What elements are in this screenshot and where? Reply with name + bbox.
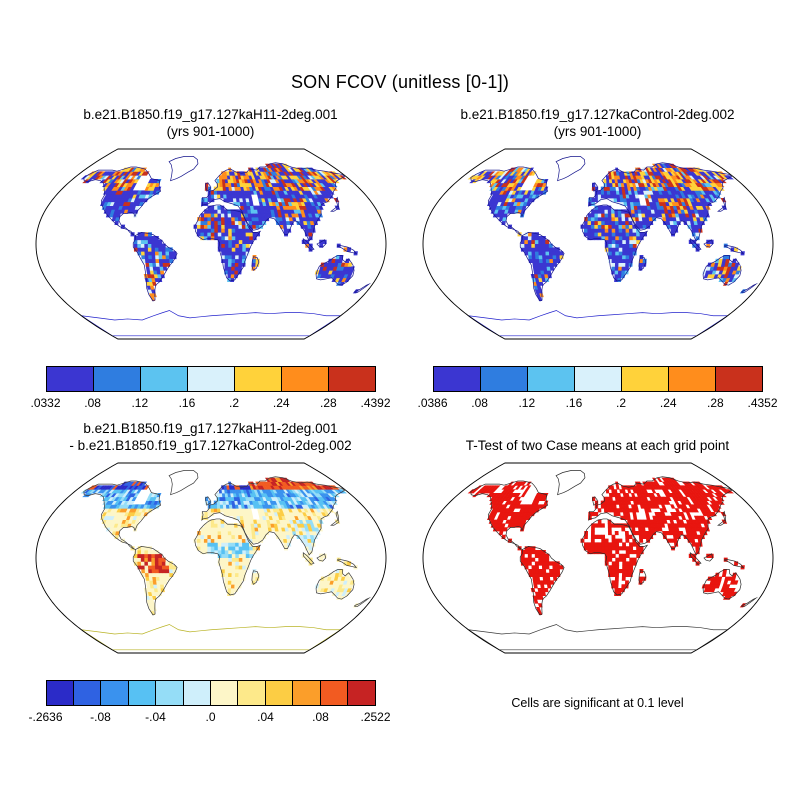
colorbar-segment	[101, 681, 129, 705]
colorbar-segment	[140, 367, 188, 391]
colorbar-segment	[128, 681, 157, 705]
colorbar-segment	[93, 367, 141, 391]
map-case2	[419, 146, 776, 342]
colorbar-labels: -.2636 -.08 -.04 .0 .04 .08 .2522	[28, 710, 390, 726]
colorbar-tick-label: .2522	[360, 710, 391, 724]
colorbar-segment	[187, 367, 235, 391]
ttest-caption-zone: Cells are significant at 0.1 level	[433, 696, 763, 744]
colorbar-difference: -.2636 -.08 -.04 .0 .04 .08 .2522	[28, 680, 391, 728]
colorbar-segment	[183, 681, 212, 705]
colorbar-tick-label: .28	[707, 396, 724, 410]
panel-case1-title: b.e21.B1850.f19_g17.127kaH11-2deg.001 (y…	[28, 104, 393, 140]
colorbar-tick-label: .4392	[360, 396, 391, 410]
colorbar-segment	[46, 367, 94, 391]
colorbar-tick-label: .08	[312, 710, 329, 724]
colorbar-tick-label: -.08	[90, 710, 111, 724]
colorbar-segment	[46, 681, 74, 705]
panel-case2-title: b.e21.B1850.f19_g17.127kaControl-2deg.00…	[415, 104, 780, 140]
panel-title-line1: b.e21.B1850.f19_g17.127kaH11-2deg.001	[83, 421, 338, 436]
colorbar-tick-label: .12	[518, 396, 536, 410]
colorbar-segment	[234, 367, 282, 391]
colorbar-segment	[293, 681, 321, 705]
colorbar-tick-label: .28	[320, 396, 337, 410]
colorbar-labels: .0332 .08 .12 .16 .2 .24 .28 .4392	[30, 396, 390, 412]
colorbar-tick-label: .4352	[747, 396, 778, 410]
map-ttest	[419, 460, 776, 656]
panel-title-line2: T-Test of two Case means at each grid po…	[465, 438, 730, 453]
colorbar-tick-label: .16	[565, 396, 583, 410]
colorbar-segment	[211, 681, 239, 705]
colorbar-segment	[668, 367, 716, 391]
colorbar-tick-label: .24	[659, 396, 677, 410]
colorbar-segment	[156, 681, 184, 705]
colorbar-tick-label: .2	[229, 396, 240, 410]
colorbar	[45, 366, 376, 392]
colorbar-labels: .0386 .08 .12 .16 .2 .24 .28 .4352	[417, 396, 777, 412]
colorbar-segment	[715, 367, 762, 391]
panel-case2: b.e21.B1850.f19_g17.127kaControl-2deg.00…	[415, 104, 780, 414]
colorbar-segment	[73, 681, 102, 705]
colorbar-tick-label: .16	[178, 396, 196, 410]
colorbar-segment	[574, 367, 622, 391]
colorbar-tick-label: .04	[257, 710, 274, 724]
panel-ttest-title: T-Test of two Case means at each grid po…	[415, 418, 780, 454]
colorbar-case2: .0386 .08 .12 .16 .2 .24 .28 .4352	[417, 366, 778, 414]
panel-ttest: T-Test of two Case means at each grid po…	[415, 418, 780, 744]
colorbar-tick-label: .0386	[417, 396, 448, 410]
colorbar-segment	[480, 367, 528, 391]
colorbar-segment	[433, 367, 481, 391]
panel-title-line2: - b.e21.B1850.f19_g17.127kaControl-2deg.…	[69, 438, 352, 453]
panel-difference: b.e21.B1850.f19_g17.127kaH11-2deg.001 - …	[28, 418, 393, 728]
panel-difference-title: b.e21.B1850.f19_g17.127kaH11-2deg.001 - …	[28, 418, 393, 454]
colorbar-tick-label: -.2636	[28, 710, 63, 724]
colorbar-case1: .0332 .08 .12 .16 .2 .24 .28 .4392	[30, 366, 391, 414]
colorbar-segment	[527, 367, 575, 391]
colorbar-tick-label: -.04	[145, 710, 166, 724]
colorbar-segment	[621, 367, 669, 391]
colorbar-tick-label: .0332	[30, 396, 61, 410]
figure-title: SON FCOV (unitless [0-1])	[290, 72, 510, 92]
colorbar	[432, 366, 763, 392]
colorbar-segment	[265, 681, 294, 705]
colorbar	[45, 680, 376, 706]
colorbar-segment	[238, 681, 266, 705]
map-difference	[32, 460, 389, 656]
colorbar-tick-label: .24	[272, 396, 290, 410]
colorbar-segment	[281, 367, 329, 391]
panel-title-line1: b.e21.B1850.f19_g17.127kaControl-2deg.00…	[460, 107, 735, 122]
colorbar-tick-label: .08	[84, 396, 101, 410]
colorbar-tick-label: .2	[616, 396, 627, 410]
map-case1	[32, 146, 389, 342]
colorbar-tick-label: .0	[205, 710, 216, 724]
panel-title-line2: (yrs 901-1000)	[166, 124, 255, 139]
colorbar-segment	[328, 367, 375, 391]
colorbar-segment	[348, 681, 375, 705]
colorbar-segment	[320, 681, 349, 705]
panel-title-line1: b.e21.B1850.f19_g17.127kaH11-2deg.001	[83, 107, 338, 122]
colorbar-tick-label: .08	[471, 396, 488, 410]
panel-title-line2: (yrs 901-1000)	[553, 124, 642, 139]
colorbar-tick-label: .12	[131, 396, 149, 410]
significance-note: Cells are significant at 0.1 level	[511, 696, 684, 710]
panel-case1: b.e21.B1850.f19_g17.127kaH11-2deg.001 (y…	[28, 104, 393, 414]
